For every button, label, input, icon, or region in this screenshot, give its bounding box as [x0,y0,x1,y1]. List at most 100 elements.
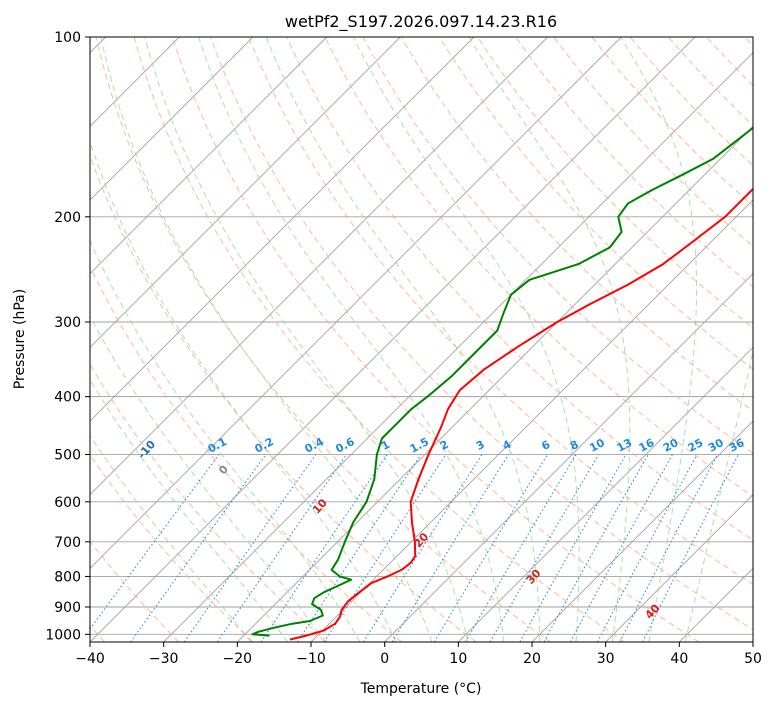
dry-adiabat [591,37,753,207]
mixing-ratio-line [216,454,348,642]
isotherm-line [90,37,401,348]
mixing-ratio-line [433,454,548,642]
x-tick-label: 10 [449,651,467,667]
moist-adiabat [265,37,541,642]
y-axis-label: Pressure (hPa) [12,289,28,389]
mixing-ratio-label: 6 [539,438,552,453]
isotherm-line [90,37,696,642]
mixing-ratio-line [90,454,220,630]
x-tick-label: −10 [296,651,326,667]
moist-adiabat [684,348,753,642]
y-tick-label: 800 [54,569,81,585]
y-tick-label: 100 [54,30,81,46]
mixing-ratio-label: 0.4 [303,435,327,456]
mixing-ratio-label: 0.2 [253,435,276,456]
chart-title: wetPf2_S197.2026.097.14.23.R16 [285,12,557,32]
mixing-ratio-line [323,454,447,642]
mixing-ratio-label: 36 [727,436,747,455]
mixing-ratio-label: 16 [637,436,657,455]
mixing-ratio-label: 25 [686,436,706,455]
isotherm-line [237,125,753,642]
mixing-ratio-line [183,454,317,642]
dry-adiabat [171,37,700,642]
overlay-layer [90,37,753,642]
isotherm-line [605,494,753,642]
x-tick-label: 30 [597,651,615,667]
mixing-ratio-label: 10 [587,436,607,455]
label-layer: 0.1 0.2 0.4 0.6 1 1.5 2 3 4 6 8 10 13 16 20 25 30 36-1001… [135,435,747,622]
moist-adiabat [90,378,289,642]
x-tick-label: 20 [523,651,541,667]
isotherm-line [384,273,753,642]
moist-adiabat [468,37,631,642]
x-tick-label: 40 [670,651,688,667]
x-tick-label: −40 [75,651,105,667]
isotherm-line [679,567,753,642]
mixing-ratio-line [464,454,577,642]
moist-adiabat [90,434,252,642]
y-axis: 100 200 300 400 500 600 700 800 900 1000 [45,30,90,643]
plot-frame [89,36,754,643]
dry-adiabat [95,37,551,642]
isotherm-line [531,420,753,642]
x-axis: −40 −30 −20 −10 0 10 20 30 40 50 [75,642,762,667]
mixing-ratio-label: 1 [379,438,392,453]
isotherm-line [310,199,753,642]
mixing-ratio-label: 20 [661,436,681,455]
dewpoint-profile-line [251,126,753,637]
y-tick-label: 1000 [45,627,81,643]
mixing-ratio-line [130,454,267,642]
dry-adiabat [438,37,753,370]
y-tick-label: 500 [54,448,81,464]
dry-adiabat [362,37,753,455]
x-tick-label: 50 [744,651,762,667]
data-layer [251,126,753,641]
isotherm-line [752,641,753,642]
moist-adiabat [90,239,361,642]
dry-adiabat [133,37,625,642]
isotherm-line [90,37,327,275]
isotherm-line [458,346,753,642]
moist-adiabat [620,37,697,642]
isotherm-line [90,37,254,201]
mixing-ratio-line [619,454,719,642]
dry-adiabat [210,37,753,631]
dry-adiabat [706,37,753,87]
temperature-profile-line [289,187,753,641]
x-tick-label: −20 [223,651,253,667]
mixing-ratio-line [489,454,600,642]
y-tick-label: 600 [54,495,81,511]
grid-layer [90,37,753,642]
y-tick-label: 900 [54,600,81,616]
isotherm-line [90,37,548,496]
x-axis-label: Temperature (°C) [360,681,482,697]
moist-adiabat [198,37,505,642]
moist-adiabat [90,314,325,642]
moist-adiabat [90,140,397,642]
dry-adiabat [668,37,753,127]
x-tick-label: −30 [149,651,179,667]
dry-adiabat [324,37,753,498]
y-tick-label: 300 [54,315,81,331]
mixing-ratio-line [297,454,422,642]
mixing-ratio-line [260,454,388,642]
x-tick-label: 0 [380,651,389,667]
dry-adiabat [90,265,403,642]
moist-adiabat [144,37,469,642]
dry-adiabat [248,37,753,585]
moist-adiabat [353,37,580,642]
mixing-ratio-label: 8 [568,438,581,453]
isotherm-line [90,37,622,569]
dry-adiabat [553,37,753,247]
dry-adiabat [744,37,753,47]
dry-adiabat [400,37,753,412]
dry-adiabat [90,154,477,642]
y-tick-label: 400 [54,390,81,406]
mixing-ratio-label: 3 [474,438,487,453]
dry-adiabat-label: -10 [135,438,158,462]
moist-adiabat [100,37,433,642]
mixing-ratio-line [519,454,627,642]
mixing-ratio-label: 13 [615,436,635,455]
